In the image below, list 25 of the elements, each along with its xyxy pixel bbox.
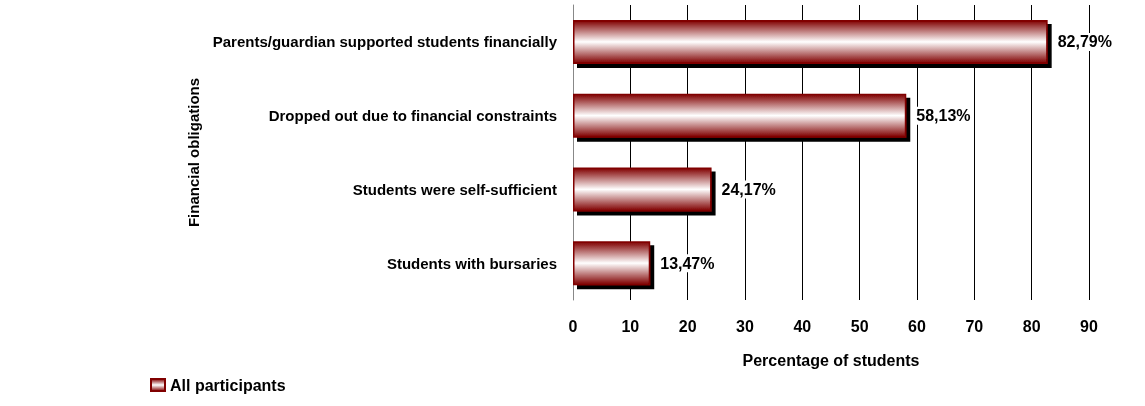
bar [573, 241, 651, 286]
y-tick-label: Dropped out due to financial constraints [268, 107, 557, 125]
bar [573, 167, 712, 212]
y-tick-label: Students with bursaries [386, 254, 557, 272]
legend-label: All participants [170, 376, 286, 394]
x-tick-label: 20 [678, 317, 697, 335]
x-tick-label: 0 [568, 317, 578, 335]
data-label: 13,47% [660, 254, 715, 272]
x-tick-label: 90 [1080, 317, 1098, 335]
x-tick-label: 30 [736, 317, 754, 335]
y-tick-label: Parents/guardian supported students financially [212, 33, 558, 51]
bar [573, 93, 907, 138]
x-tick-label: 80 [1022, 317, 1041, 335]
data-label: 82,79% [1057, 33, 1112, 51]
data-label: 24,17% [721, 180, 776, 198]
x-axis-title: Percentage of students [742, 351, 920, 369]
x-tick-label: 60 [908, 317, 926, 335]
x-tick-label: 50 [850, 317, 869, 335]
x-tick-label: 40 [793, 317, 812, 335]
data-label: 58,13% [916, 107, 971, 125]
y-axis-title: Financial obligations [185, 77, 202, 228]
bar [573, 19, 1048, 64]
y-tick-label: Students were self-sufficient [352, 180, 557, 198]
x-tick-label: 70 [965, 317, 984, 335]
x-tick-label: 10 [621, 317, 640, 335]
